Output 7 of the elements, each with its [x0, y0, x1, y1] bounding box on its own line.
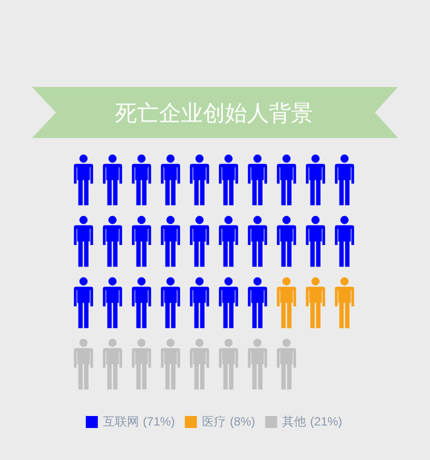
data-label: (71%) [142, 414, 175, 428]
data-label: (21%) [310, 414, 342, 428]
data-label: (8%) [230, 414, 256, 428]
legend-label: 其他 [282, 414, 306, 428]
legend-label: 互联网 [102, 414, 139, 428]
text: 死亡企业创始人背景 [115, 100, 313, 126]
legend-label: 医疗 [202, 414, 226, 428]
